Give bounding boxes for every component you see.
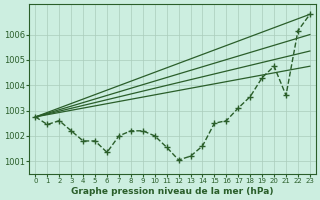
X-axis label: Graphe pression niveau de la mer (hPa): Graphe pression niveau de la mer (hPa)	[71, 187, 274, 196]
